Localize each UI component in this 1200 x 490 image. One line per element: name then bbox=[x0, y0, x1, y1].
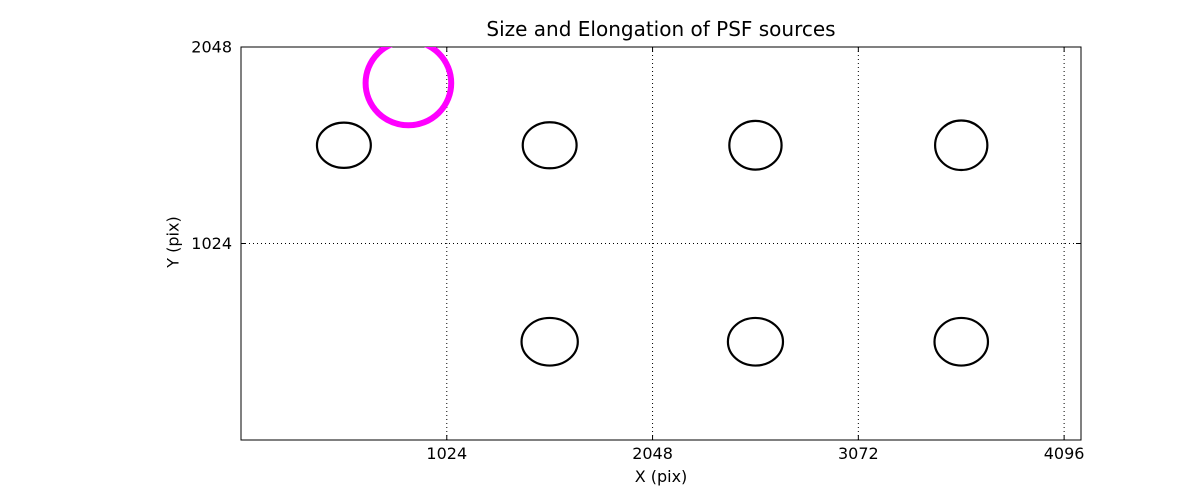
x-axis-label: X (pix) bbox=[634, 467, 688, 486]
y-tick-label: 1024 bbox=[191, 234, 232, 253]
markers-group bbox=[315, 47, 990, 367]
x-tick-label: 3072 bbox=[838, 444, 879, 463]
psf-ellipse bbox=[315, 121, 372, 169]
highlight-ellipse bbox=[362, 47, 455, 129]
x-tick-label: 2048 bbox=[632, 444, 673, 463]
psf-ellipse bbox=[521, 121, 578, 170]
x-tick-label: 1024 bbox=[426, 444, 467, 463]
y-tick-label: 2048 bbox=[191, 38, 232, 57]
x-tick-label: 4096 bbox=[1044, 444, 1085, 463]
psf-ellipse bbox=[520, 316, 579, 367]
chart-title: Size and Elongation of PSF sources bbox=[486, 17, 836, 41]
psf-ellipse bbox=[728, 119, 783, 171]
psf-ellipse bbox=[726, 316, 785, 367]
psf-ellipse bbox=[933, 316, 990, 367]
y-axis-label: Y (pix) bbox=[163, 216, 183, 268]
psf-ellipse bbox=[934, 119, 989, 172]
